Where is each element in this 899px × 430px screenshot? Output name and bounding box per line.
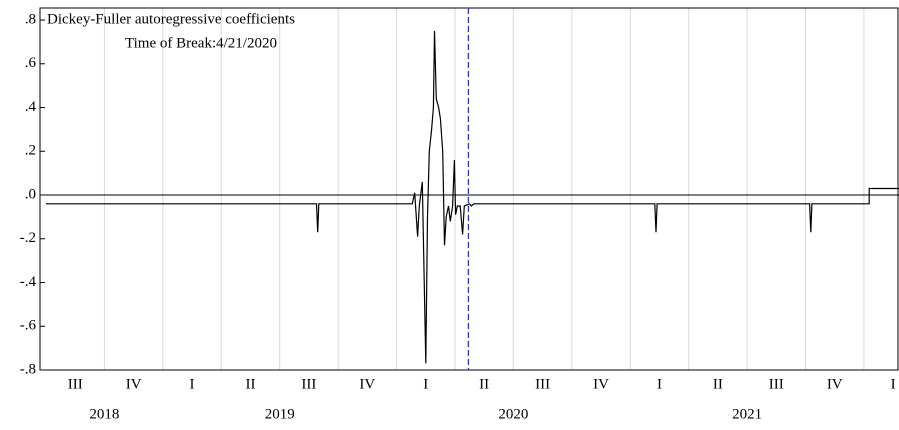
series-line (46, 30, 899, 364)
y-tick-label: -.8 (20, 361, 36, 377)
y-tick-label: -.4 (20, 274, 37, 290)
x-tick-label: IV (593, 376, 609, 392)
x-tick-label: III (535, 376, 550, 392)
y-tick-label: .8 (25, 11, 36, 27)
x-tick-label: III (301, 376, 316, 392)
annotation: Dickey-Fuller autoregressive coefficient… (47, 11, 295, 27)
x-tick-label: IV (359, 376, 375, 392)
y-tick-label: .2 (25, 143, 36, 159)
year-label: 2021 (732, 406, 762, 422)
y-tick-label: .4 (25, 99, 37, 115)
x-tick-label: I (423, 376, 428, 392)
year-label: 2018 (89, 406, 119, 422)
x-tick-label: I (891, 376, 896, 392)
y-tick-label: .0 (25, 186, 36, 202)
x-tick-label: III (769, 376, 784, 392)
x-tick-label: III (68, 376, 83, 392)
y-tick-label: .6 (25, 55, 37, 71)
x-tick-label: II (713, 376, 723, 392)
x-tick-label: I (190, 376, 195, 392)
y-tick-label: -.2 (20, 230, 36, 246)
annotation: Time of Break:4/21/2020 (125, 35, 277, 51)
x-tick-label: II (245, 376, 255, 392)
x-tick-label: IV (126, 376, 142, 392)
year-label: 2019 (265, 406, 295, 422)
x-tick-label: II (479, 376, 489, 392)
x-tick-label: IV (827, 376, 843, 392)
year-label: 2020 (498, 406, 528, 422)
x-tick-label: I (657, 376, 662, 392)
y-tick-label: -.6 (20, 318, 37, 334)
